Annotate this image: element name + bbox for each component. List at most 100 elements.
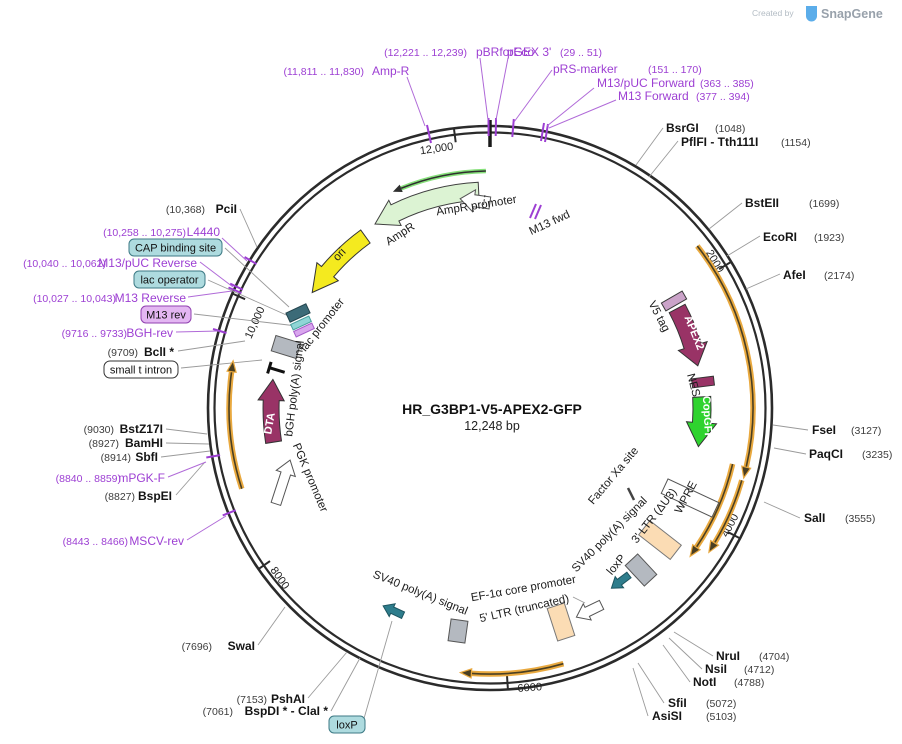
m13-rev-badge[interactable] — [140, 305, 192, 324]
plasmid-size: 12,248 bp — [464, 419, 520, 433]
enzyme-asisi-name[interactable]: AsiSI — [652, 709, 682, 723]
factor-xa-site-tick[interactable] — [626, 487, 636, 501]
label-m13-fwd[interactable]: M13 fwd — [527, 209, 571, 238]
label-dta[interactable]: DTA — [262, 412, 278, 436]
wpre-box[interactable] — [660, 478, 720, 518]
label-pgk-promoter[interactable]: PGK promoter — [290, 442, 330, 515]
primer-mscv-rev-name[interactable]: MSCV-rev — [129, 534, 184, 548]
cap-binding-site-feature[interactable] — [290, 315, 312, 331]
enzyme-bspdi-name[interactable]: BspDI * - ClaI * — [245, 704, 329, 718]
bgh-polya-box[interactable] — [270, 334, 302, 360]
label-nes[interactable]: NES — [684, 372, 702, 398]
ampr-highlight-core — [400, 170, 486, 190]
enzyme-nrui-name[interactable]: NruI — [716, 649, 740, 663]
enzyme-sfii-name[interactable]: SfiI — [668, 696, 687, 710]
enzyme-pflfi-name[interactable]: PflFI - Tth111I — [681, 135, 758, 149]
nes-box[interactable] — [690, 375, 716, 389]
enzyme-afei-name[interactable]: AfeI — [783, 268, 806, 282]
enzyme-fsei-name[interactable]: FseI — [812, 423, 836, 437]
m13-fwd-site-icon[interactable] — [529, 203, 542, 220]
enzyme-fsei-pos: (3127) — [851, 425, 881, 437]
ltr5-box[interactable] — [546, 602, 576, 642]
m13-rev-site-feature[interactable] — [293, 322, 315, 338]
lac-promoter-feature[interactable] — [285, 303, 311, 323]
enzyme-pcii-name[interactable]: PciI — [216, 202, 237, 216]
ori-arrow[interactable] — [311, 229, 371, 294]
primer-mpgk-f-name[interactable]: mPGK-F — [118, 471, 165, 485]
primer-m13-reverse-name[interactable]: M13 Reverse — [115, 291, 187, 305]
enzyme-bsrgi-name[interactable]: BsrGI — [666, 121, 699, 135]
primer-leader-lines — [167, 57, 617, 541]
ltr3-box[interactable] — [637, 519, 683, 561]
label-small-t-intron[interactable]: small t intron — [110, 365, 172, 377]
lac-operator-badge[interactable] — [133, 270, 206, 289]
primer-mscv-rev-pos: (8443 .. 8466) — [63, 536, 128, 548]
enzyme-nrui-pos: (4704) — [759, 651, 789, 663]
label-m13-rev[interactable]: M13 rev — [146, 310, 186, 322]
loxp-bottom-arrow[interactable] — [380, 600, 406, 622]
primer-pbrforeco-pos: (12,221 .. 12,239) — [384, 47, 467, 59]
enzyme-pshai-name[interactable]: PshAI — [271, 692, 305, 706]
enzyme-ecori-name[interactable]: EcoRI — [763, 230, 797, 244]
ampr-promoter-arrow[interactable] — [459, 188, 492, 214]
copgfp-arrow[interactable] — [685, 395, 718, 448]
primer-m13-forward-name[interactable]: M13 Forward — [618, 89, 689, 103]
plasmid-title: HR_G3BP1-V5-APEX2-GFP — [402, 401, 582, 417]
enzyme-bstz17i-name[interactable]: BstZ17I — [120, 422, 163, 436]
primer-site-ticks — [206, 117, 549, 517]
enzyme-bsrgi-pos: (1048) — [715, 123, 745, 135]
primer-amp-r-name[interactable]: Amp-R — [372, 64, 410, 78]
primer-pbrforeco-name[interactable]: pBRforEco — [476, 45, 534, 59]
enzyme-paqci-pos: (3235) — [862, 449, 892, 461]
enzyme-bamhi-name[interactable]: BamHI — [125, 436, 163, 450]
enzyme-sfii-pos: (5072) — [706, 698, 736, 710]
primer-amp-r-pos: (11,811 .. 11,830) — [283, 66, 364, 78]
primer-l4440-name[interactable]: L4440 — [187, 225, 221, 239]
apex2-arrow[interactable] — [668, 303, 708, 367]
primer-bgh-rev-name[interactable]: BGH-rev — [126, 326, 173, 340]
enzyme-nsii-pos: (4712) — [744, 664, 774, 676]
tick-label-12000: 12,000 — [419, 141, 454, 158]
scale-ticks — [231, 128, 741, 690]
dta-arrow[interactable] — [257, 378, 286, 444]
small-t-intron-badge[interactable] — [103, 360, 179, 379]
enzyme-pcii-pos: (10,368) — [166, 204, 205, 216]
enzyme-noti-name[interactable]: NotI — [693, 675, 716, 689]
enzyme-sbfi-name[interactable]: SbfI — [135, 450, 158, 464]
enzyme-paqci-name[interactable]: PaqCI — [809, 447, 843, 461]
ef1a-promoter-arrow[interactable] — [572, 597, 605, 625]
enzyme-afei-pos: (2174) — [824, 270, 854, 282]
loxp-bottom-badge[interactable] — [328, 715, 366, 734]
label-cap-binding-site[interactable]: CAP binding site — [135, 243, 216, 255]
snapgene-logo-icon — [806, 6, 817, 22]
enzyme-bcli-pos: (9709) — [108, 347, 138, 359]
v5-tag-box[interactable] — [660, 290, 688, 312]
watermark-created-by: Created by — [752, 8, 794, 18]
enzyme-sali-name[interactable]: SalI — [804, 511, 825, 525]
pgk-promoter-arrow[interactable] — [266, 457, 299, 507]
label-copgfp[interactable]: CopGFP — [700, 396, 714, 441]
ampr-gene-arrow[interactable] — [374, 181, 480, 227]
primer-m13puc-forward-name[interactable]: M13/pUC Forward — [597, 76, 695, 90]
label-loxp-bottom[interactable]: loxP — [336, 720, 357, 732]
watermark-brand: SnapGene — [821, 7, 883, 21]
enzyme-bspei-name[interactable]: BspEI — [138, 489, 172, 503]
enzyme-swai-name[interactable]: SwaI — [228, 639, 255, 653]
primer-mpgk-f-pos: (8840 .. 8859) — [56, 473, 121, 485]
sv40-polya-right-box[interactable] — [624, 553, 658, 587]
cap-binding-site-badge[interactable] — [128, 238, 223, 257]
primer-pgex3-name[interactable]: pGEX 3' — [507, 45, 551, 59]
enzyme-swai-pos: (7696) — [182, 641, 212, 653]
primer-prs-marker-name[interactable]: pRS-marker — [553, 62, 618, 76]
ampr-highlight-arrowhead — [392, 184, 403, 192]
homology-arm-arcs[interactable] — [226, 244, 756, 679]
primer-m13puc-reverse-name[interactable]: M13/pUC Reverse — [98, 256, 197, 270]
primer-l4440-pos: (10,258 .. 10,275) — [103, 227, 186, 239]
enzyme-bcli-name[interactable]: BclI * — [144, 345, 174, 359]
enzyme-nsii-name[interactable]: NsiI — [705, 662, 727, 676]
label-lac-operator[interactable]: lac operator — [140, 275, 198, 287]
sv40-polya-bottom-box[interactable] — [447, 618, 469, 644]
loxp-right-arrow[interactable] — [607, 569, 633, 593]
enzyme-bsteii-name[interactable]: BstEII — [745, 196, 779, 210]
primer-m13-forward-pos: (377 .. 394) — [696, 91, 750, 103]
